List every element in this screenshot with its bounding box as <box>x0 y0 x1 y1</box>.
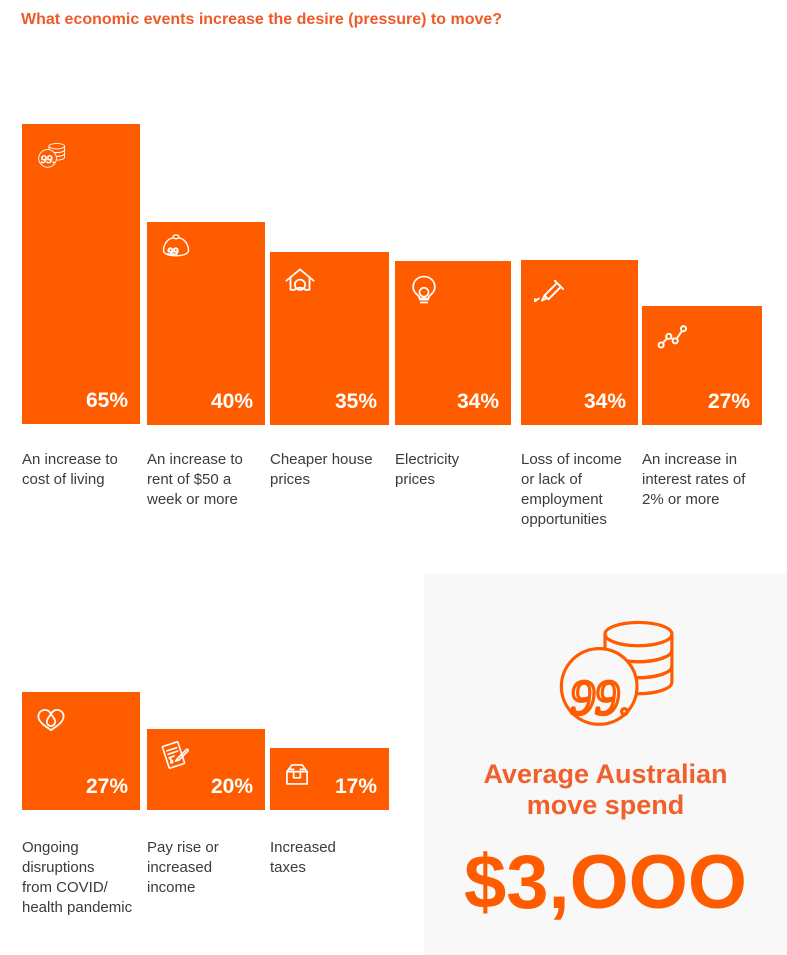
svg-text:99.: 99. <box>570 670 632 725</box>
svg-text:99.: 99. <box>41 153 55 166</box>
svg-text:99: 99 <box>167 246 178 258</box>
